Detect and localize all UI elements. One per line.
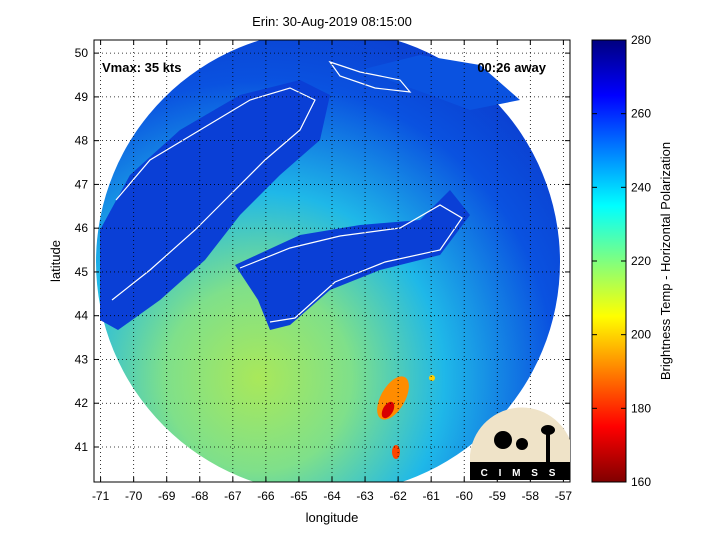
x-tick-label: -68 bbox=[191, 489, 209, 503]
y-axis-ticks: 41 42 43 44 45 46 47 48 49 50 bbox=[75, 46, 570, 454]
colorbar-tick-label: 280 bbox=[631, 33, 651, 47]
coastline bbox=[328, 60, 412, 93]
vmax-annotation: Vmax: 35 kts bbox=[102, 60, 182, 75]
logo-band bbox=[470, 462, 570, 480]
coastline bbox=[111, 87, 316, 301]
x-tick-label: -62 bbox=[389, 489, 407, 503]
x-tick-label: -65 bbox=[290, 489, 308, 503]
x-axis-label: longitude bbox=[306, 510, 359, 525]
y-tick-label: 50 bbox=[75, 46, 89, 60]
land-region bbox=[100, 80, 330, 330]
colorbar-tick-label: 160 bbox=[631, 475, 651, 489]
colorbar-tick-label: 200 bbox=[631, 328, 651, 342]
y-tick-label: 45 bbox=[75, 265, 89, 279]
cimss-logo: C I M S S bbox=[470, 407, 570, 480]
x-tick-label: -64 bbox=[323, 489, 341, 503]
x-tick-label: -59 bbox=[489, 489, 507, 503]
y-tick-label: 48 bbox=[75, 134, 89, 148]
swath-disk bbox=[96, 40, 560, 482]
x-tick-label: -57 bbox=[555, 489, 573, 503]
colorbar-tick-label: 220 bbox=[631, 254, 651, 268]
land-region bbox=[235, 190, 470, 330]
y-tick-label: 43 bbox=[75, 352, 89, 366]
x-tick-label: -71 bbox=[92, 489, 110, 503]
chart-title: Erin: 30-Aug-2019 08:15:00 bbox=[252, 14, 412, 29]
x-tick-label: -58 bbox=[522, 489, 540, 503]
x-tick-label: -70 bbox=[125, 489, 143, 503]
x-tick-label: -63 bbox=[356, 489, 374, 503]
x-tick-label: -67 bbox=[224, 489, 242, 503]
y-tick-label: 41 bbox=[75, 440, 89, 454]
colorbar-tick-label: 260 bbox=[631, 107, 651, 121]
colorbar-tick-label: 180 bbox=[631, 401, 651, 415]
colorbar: 160 180 200 220 240 260 280 Brightness Temp - … bbox=[591, 33, 673, 489]
x-tick-label: -60 bbox=[456, 489, 474, 503]
logo-text: C I M S S bbox=[481, 468, 560, 479]
rain-cell bbox=[381, 401, 395, 419]
coastline bbox=[239, 204, 463, 323]
x-axis-ticks: -71 -70 -69 -68 -67 -66 -65 -64 -63 -62 -61 -60 -59 -… bbox=[92, 40, 572, 503]
x-tick-label: -69 bbox=[158, 489, 176, 503]
plot-area bbox=[93, 39, 571, 483]
rain-cell bbox=[429, 375, 435, 381]
y-tick-label: 46 bbox=[75, 221, 89, 235]
colorbar-label: Brightness Temp - Horizontal Polarizatio… bbox=[658, 142, 673, 380]
y-tick-label: 44 bbox=[75, 309, 89, 323]
logo-dish-icon bbox=[494, 431, 512, 449]
x-tick-label: -61 bbox=[422, 489, 440, 503]
y-tick-label: 47 bbox=[75, 177, 89, 191]
colorbar-tick-label: 240 bbox=[631, 180, 651, 194]
colorbar-ticks: 160 180 200 220 240 260 280 bbox=[592, 33, 651, 489]
colorbar-ramp bbox=[591, 39, 627, 483]
land-region bbox=[360, 55, 520, 110]
logo-dish-icon bbox=[516, 438, 528, 450]
x-tick-label: -66 bbox=[257, 489, 275, 503]
y-tick-label: 42 bbox=[75, 396, 89, 410]
time-away-annotation: 00:26 away bbox=[477, 60, 546, 75]
logo-tower-icon bbox=[541, 425, 555, 435]
logo-tower-icon bbox=[546, 432, 550, 462]
y-axis-label: latitude bbox=[48, 240, 63, 282]
y-tick-label: 49 bbox=[75, 90, 89, 104]
